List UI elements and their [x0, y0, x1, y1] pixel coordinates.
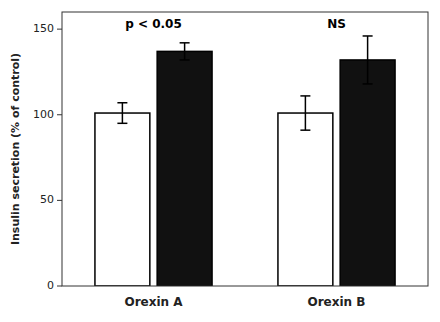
bar [157, 51, 212, 286]
y-tick-label: 150 [33, 22, 54, 35]
error-bar [363, 36, 373, 84]
y-tick [57, 29, 62, 30]
y-tick [57, 200, 62, 201]
bar [278, 113, 333, 286]
y-axis: 0 50 100 150 [33, 22, 62, 292]
bar [340, 60, 395, 286]
chart-container: 0 50 100 150 Insulin secretion (% of control… [0, 0, 440, 322]
error-bar [300, 96, 310, 130]
y-tick-label: 0 [47, 279, 54, 292]
y-tick-label: 50 [40, 193, 54, 206]
plot-frame [62, 12, 428, 286]
x-tick-label: Orexin A [124, 295, 183, 309]
annotation: NS [327, 17, 346, 31]
chart: 0 50 100 150 Insulin secretion (% of control… [0, 0, 440, 322]
error-bar [180, 43, 190, 60]
x-tick-label: Orexin B [308, 295, 366, 309]
bar [95, 113, 150, 286]
y-tick [57, 114, 62, 115]
bars [95, 36, 395, 286]
y-axis-label: Insulin secretion (% of control) [9, 53, 22, 245]
y-tick-label: 100 [33, 108, 54, 121]
error-bar [117, 103, 127, 124]
annotation: p < 0.05 [125, 17, 182, 31]
y-tick [57, 286, 62, 287]
